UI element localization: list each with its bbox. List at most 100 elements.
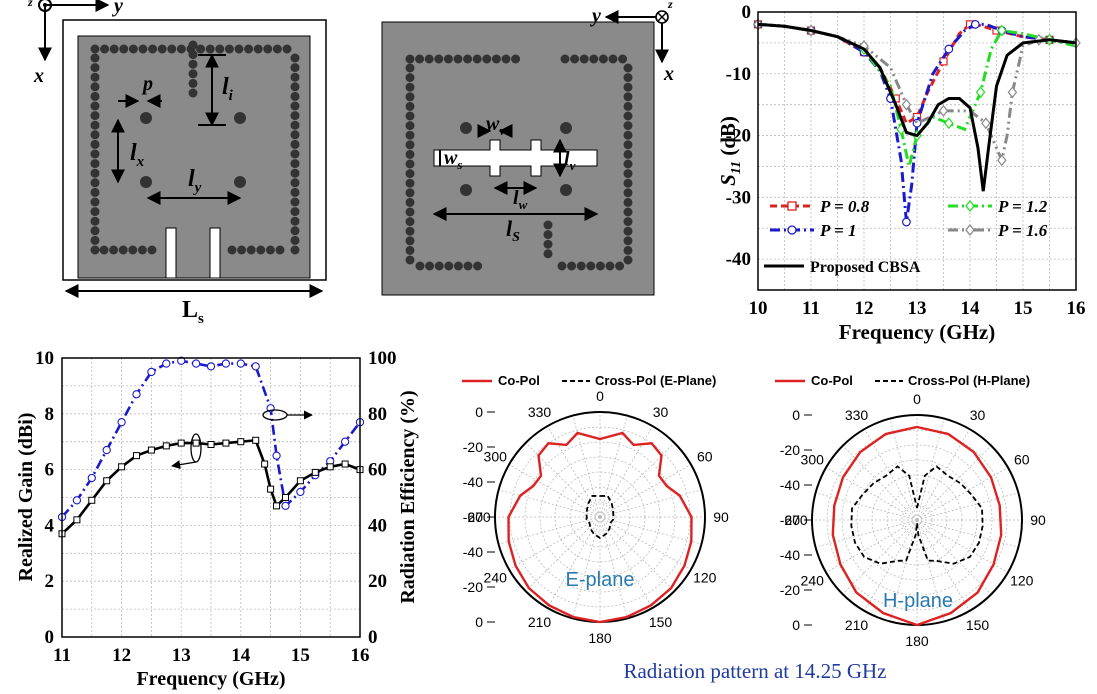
via-dot [623,63,633,73]
via-dot [253,44,263,54]
efficiency-marker [117,418,126,427]
s11-legend-label: P = 0.8 [819,197,870,216]
via-dot [99,245,109,255]
via-dot [434,54,444,64]
efficiency-marker [162,359,171,368]
via-dot [205,44,215,54]
via-dot [405,236,415,246]
polar-grid-spoke [599,425,653,518]
via-dot [290,111,300,121]
polar-angle-label: 90 [713,509,729,525]
polar-radial-label: -40 [780,477,800,493]
via-array-left [90,40,300,255]
polar-grid-spoke [547,425,601,518]
via-dot [543,230,553,240]
dim-wv: wv [486,113,505,138]
via-dot [188,88,198,98]
polar-grid-spoke [864,428,918,521]
via-dot [290,91,300,101]
via-dot [405,226,415,236]
via-dot [598,54,608,64]
via-dot [119,44,129,54]
polar-grid-spoke [916,445,992,521]
polar-copol-line [831,425,1003,627]
via-dot [90,168,100,178]
gain-grid [61,357,361,638]
polar-grid-spoke [508,516,601,570]
via-dot [188,78,198,88]
via-dot [463,54,473,64]
via-dot [405,217,415,227]
efficiency-marker [206,362,216,371]
via-dot [618,54,628,64]
polar-radial-label: -20 [463,439,483,455]
polar-grid-spoke [815,519,918,548]
efficiency-ylabel: Radiation Efficiency (%) [397,390,419,603]
via-dot [188,69,198,79]
polar-angle-label: 60 [1014,452,1030,468]
via-dot [265,245,275,255]
gain-ytick-label: 10 [35,348,54,369]
via-dot [90,82,100,92]
via-dot [90,187,100,197]
via-dot [188,40,198,50]
via-dot [623,236,633,246]
axis-x-label: x [33,65,44,87]
via-dot [434,261,444,271]
via-dot [90,111,100,121]
dim-ws: ws [444,147,462,172]
via-dot [290,82,300,92]
via-dot [244,44,254,54]
polar-grid-spoke [825,467,918,521]
efficiency-ytick-label: 0 [368,627,378,648]
via-dot [224,44,234,54]
via-dot [128,245,138,255]
via-dot [491,54,501,64]
via-dot [90,120,100,130]
via-dot [405,140,415,150]
gain-xtick-label: 12 [112,645,131,666]
polar-angle-label: 0 [913,391,921,407]
polar-grid-spoke [889,418,918,521]
efficiency-marker [147,367,156,377]
polar-angle-label: 120 [693,570,717,586]
via-dot [560,54,570,64]
polar-grid-spoke [916,519,1019,548]
polar-angle-label: 270 [467,509,491,525]
via-dot [167,44,177,54]
polar-radial-label: 0 [792,407,800,423]
s11-marker [981,117,991,130]
via-dot [234,44,244,54]
polar-radial-label: -40 [463,474,483,490]
efficiency-ytick-label: 100 [368,348,397,369]
polar-radial-label: -60 [463,509,483,525]
polar-h-plane-chart: 0 30 60 90 120 150 180 210 240 270 300 330 0 -20 -40 -6… [775,373,1046,649]
dim-lS: lS [506,216,520,245]
polar-plane-label: E-plane [566,569,635,591]
polar-copol-line [507,431,693,624]
via-dot [543,239,553,249]
polar-grid-ring [524,441,676,593]
dim-Ls: Ls [182,297,204,327]
via-dot [137,245,147,255]
via-dot [246,245,256,255]
polar-angle-label: 330 [845,407,869,423]
s11-ytick-label: 0 [742,2,752,23]
dim-p: p [141,73,153,95]
polar-plane-label: H-plane [883,590,953,612]
via-post [234,112,246,124]
efficiency-marker [132,390,141,399]
via-dot [623,255,633,265]
via-dot [405,73,415,83]
via-dot [290,63,300,73]
s11-legend-marker [965,223,975,237]
polar-angle-label: 30 [970,407,986,423]
gain-marker [207,440,215,448]
via-dot [405,245,415,255]
via-array-mid [405,54,633,271]
via-dot [589,54,599,64]
via-dot [90,149,100,159]
polar-grid-spoke [916,467,1009,521]
gain-marker [237,438,245,446]
